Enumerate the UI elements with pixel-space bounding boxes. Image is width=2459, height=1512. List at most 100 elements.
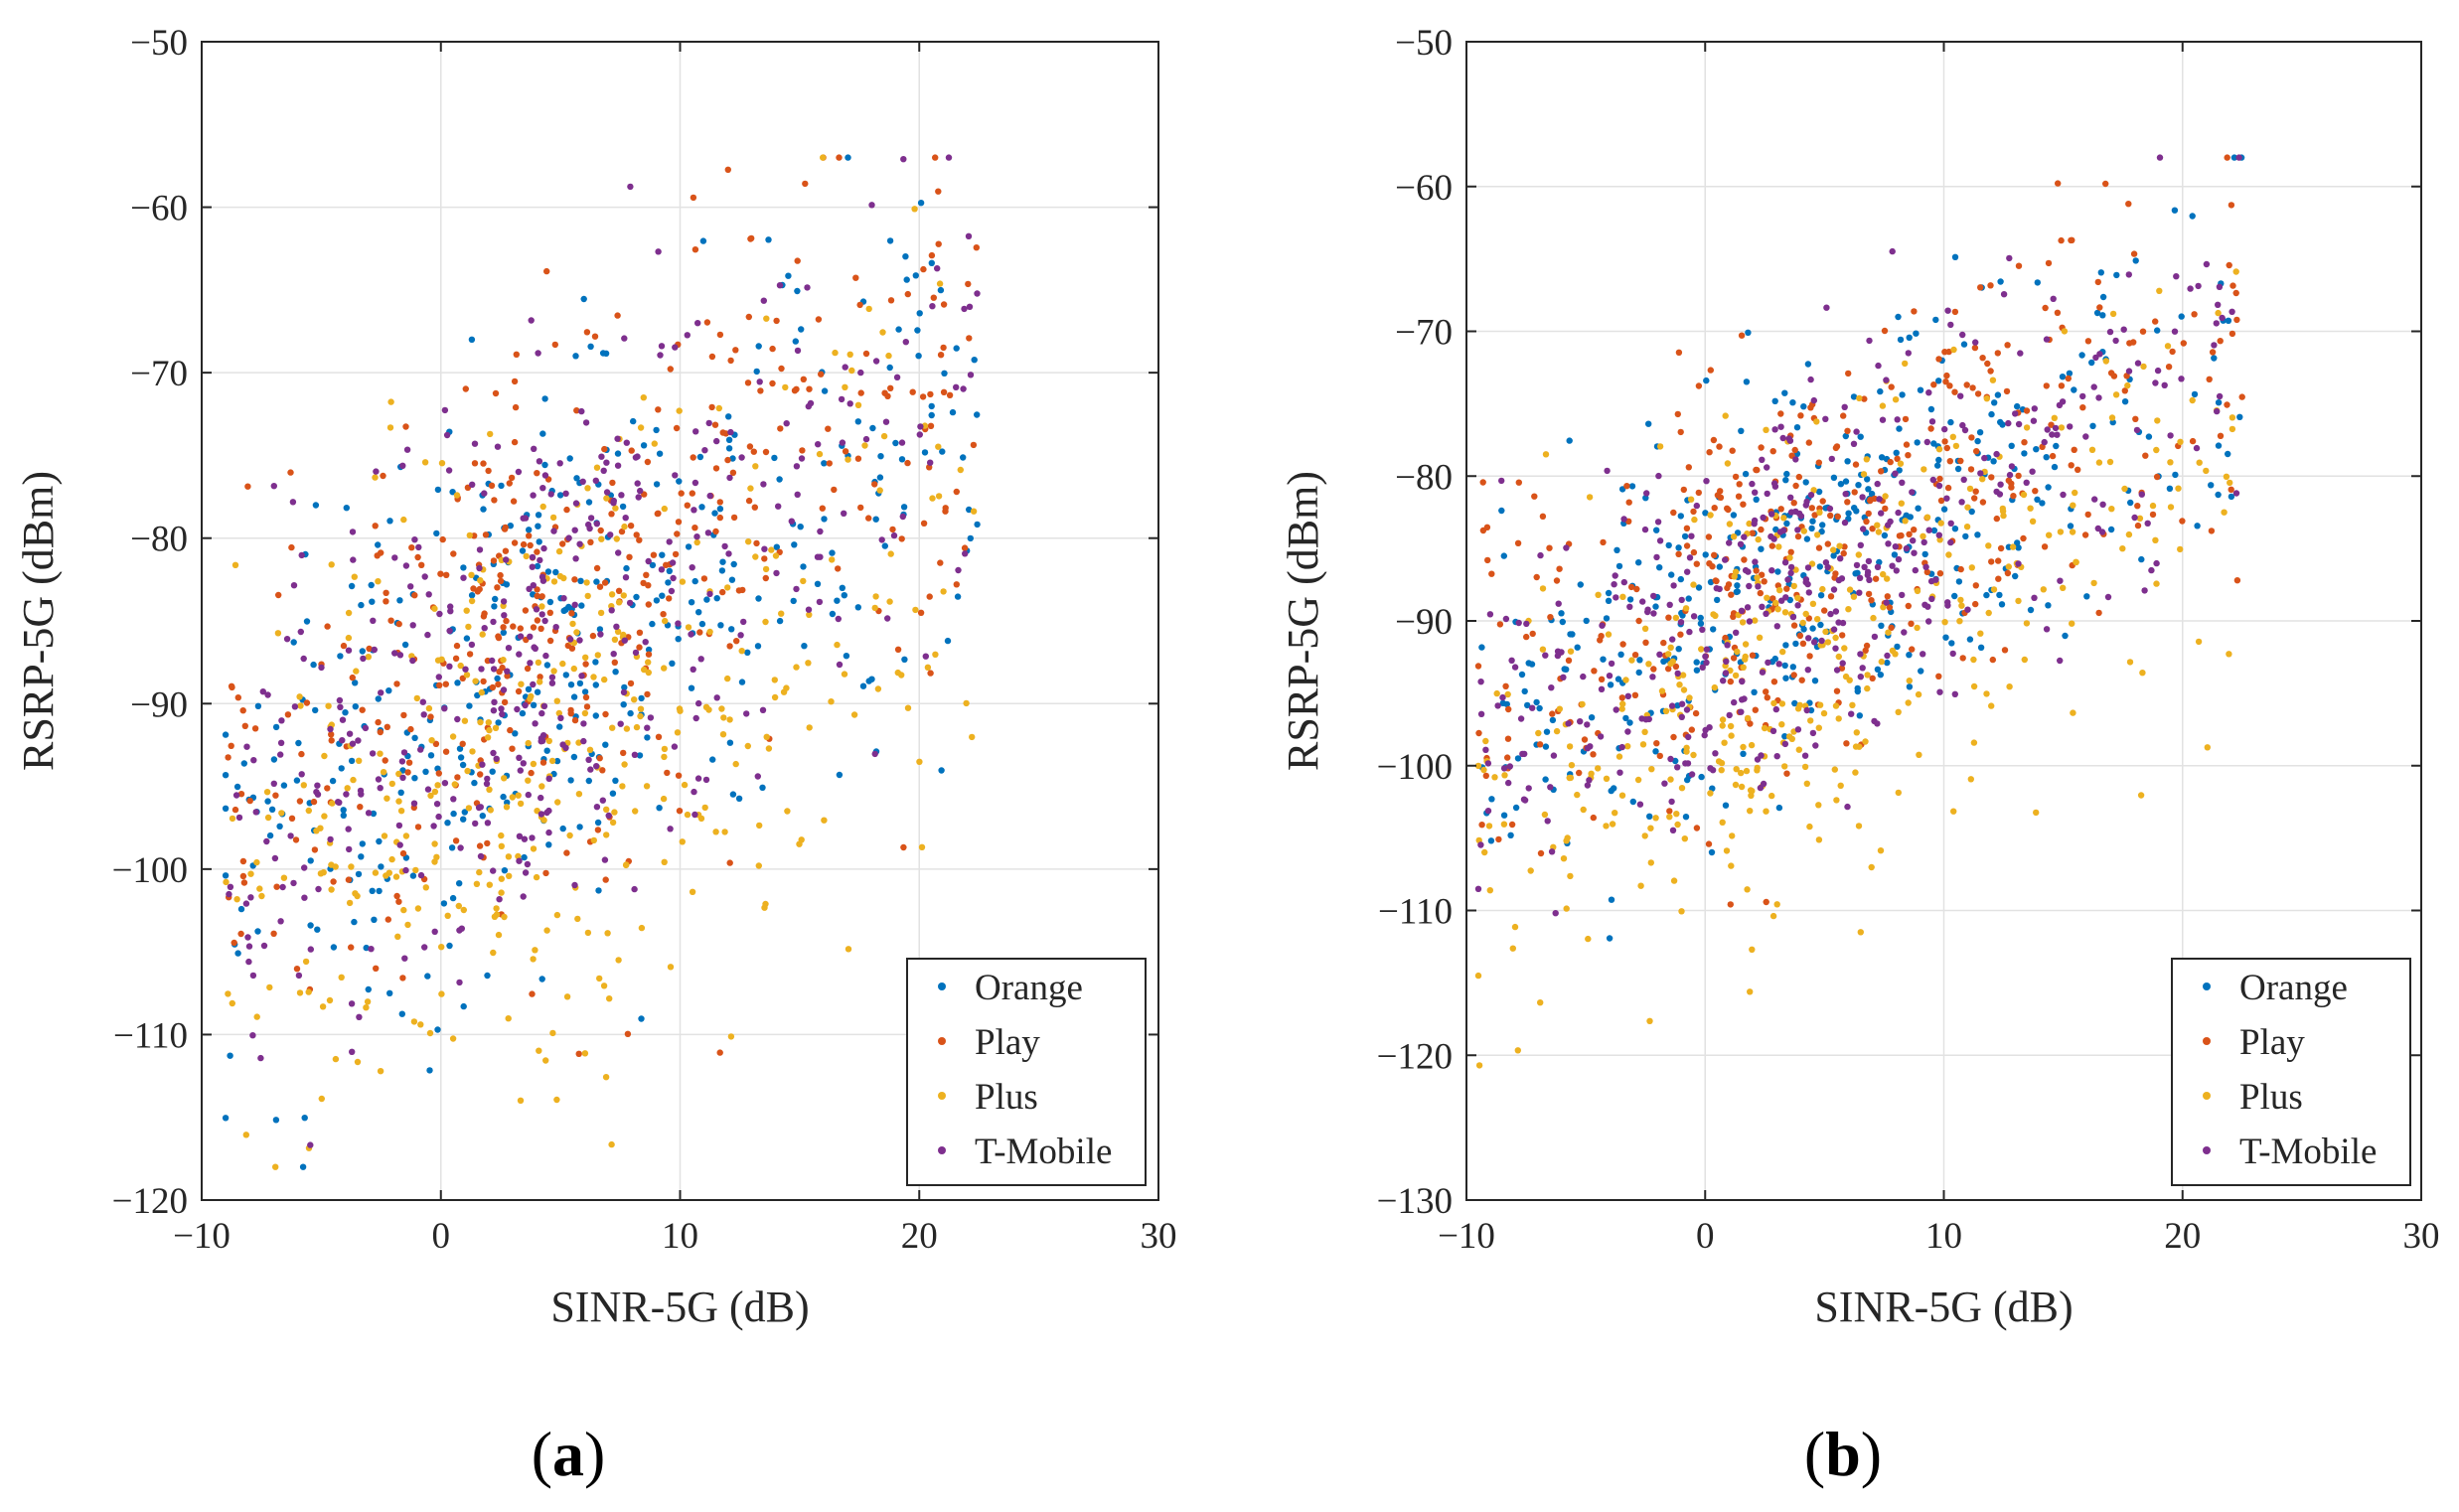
scatter-point bbox=[668, 587, 676, 595]
scatter-point bbox=[499, 710, 506, 718]
scatter-point bbox=[400, 516, 407, 524]
scatter-point bbox=[2057, 577, 2064, 584]
scatter-point bbox=[660, 795, 668, 803]
scatter-point bbox=[1695, 489, 1703, 497]
scatter-point bbox=[1645, 715, 1653, 723]
scatter-point bbox=[2032, 488, 2039, 495]
scatter-point bbox=[540, 817, 547, 824]
scatter-point bbox=[1963, 381, 1970, 388]
scatter-point bbox=[2012, 410, 2019, 417]
scatter-point bbox=[1620, 578, 1628, 586]
scatter-point bbox=[585, 756, 592, 763]
scatter-point bbox=[751, 504, 758, 511]
scatter-point bbox=[1622, 677, 1629, 683]
scatter-point bbox=[365, 985, 372, 993]
scatter-point bbox=[1988, 410, 1995, 418]
scatter-point bbox=[1604, 467, 1611, 475]
scatter-point bbox=[574, 915, 581, 923]
scatter-point bbox=[1815, 459, 1823, 466]
scatter-point bbox=[1889, 247, 1896, 255]
scatter-point bbox=[570, 693, 578, 700]
scatter-point bbox=[459, 675, 466, 681]
scatter-point bbox=[383, 589, 389, 596]
scatter-point bbox=[1771, 397, 1778, 404]
scatter-point bbox=[928, 402, 935, 410]
scatter-point bbox=[450, 810, 457, 818]
scatter-point bbox=[407, 725, 414, 733]
scatter-point bbox=[493, 911, 501, 918]
scatter-point bbox=[859, 682, 867, 689]
scatter-point bbox=[1891, 551, 1899, 558]
scatter-point bbox=[2230, 154, 2238, 161]
scatter-point bbox=[463, 635, 471, 642]
scatter-point bbox=[915, 353, 922, 360]
scatter-point bbox=[1669, 636, 1676, 643]
scatter-point bbox=[1997, 544, 2005, 552]
scatter-point bbox=[454, 715, 461, 723]
scatter-point bbox=[515, 687, 523, 695]
scatter-point bbox=[580, 720, 587, 727]
scatter-point bbox=[1824, 563, 1831, 571]
scatter-point bbox=[1839, 660, 1846, 667]
scatter-point bbox=[613, 535, 620, 542]
scatter-point bbox=[1801, 752, 1809, 759]
scatter-point bbox=[553, 757, 561, 765]
scatter-point bbox=[2219, 314, 2226, 322]
scatter-point bbox=[1558, 610, 1565, 617]
scatter-point bbox=[1726, 539, 1733, 546]
scatter-point bbox=[757, 387, 764, 394]
scatter-point bbox=[886, 364, 893, 372]
scatter-point bbox=[1591, 668, 1598, 675]
scatter-point bbox=[443, 571, 450, 578]
scatter-point bbox=[759, 706, 767, 713]
scatter-point bbox=[370, 810, 378, 818]
scatter-point bbox=[755, 595, 762, 602]
scatter-point bbox=[2125, 271, 2132, 278]
scatter-point bbox=[927, 390, 934, 398]
scatter-point bbox=[1822, 628, 1829, 636]
scatter-point bbox=[2194, 523, 2201, 529]
scatter-point bbox=[507, 726, 514, 734]
scatter-point bbox=[1746, 520, 1753, 528]
scatter-point bbox=[1995, 575, 2002, 582]
scatter-point bbox=[391, 650, 398, 657]
scatter-point bbox=[615, 957, 622, 964]
scatter-point bbox=[1711, 683, 1719, 691]
scatter-point bbox=[1774, 606, 1781, 613]
scatter-point bbox=[372, 474, 379, 481]
scatter-point bbox=[2126, 340, 2133, 347]
scatter-point bbox=[529, 563, 536, 570]
scatter-point bbox=[521, 835, 529, 842]
scatter-point bbox=[1775, 804, 1783, 812]
scatter-point bbox=[413, 694, 420, 702]
scatter-point bbox=[586, 746, 594, 753]
scatter-point bbox=[556, 723, 563, 730]
legend-box bbox=[906, 958, 1147, 1186]
scatter-point bbox=[1985, 609, 1992, 617]
scatter-point bbox=[1678, 700, 1686, 707]
scatter-point bbox=[305, 988, 312, 995]
scatter-point bbox=[1948, 640, 1955, 647]
scatter-point bbox=[974, 290, 981, 297]
scatter-point bbox=[2095, 459, 2103, 466]
scatter-point bbox=[1554, 652, 1562, 660]
scatter-point bbox=[656, 450, 664, 457]
scatter-point bbox=[1895, 313, 1902, 321]
scatter-point bbox=[601, 676, 608, 683]
scatter-point bbox=[426, 1067, 433, 1074]
scatter-point bbox=[690, 666, 696, 673]
scatter-point bbox=[436, 681, 443, 688]
scatter-point bbox=[483, 780, 491, 788]
scatter-point bbox=[1711, 505, 1718, 512]
scatter-point bbox=[733, 638, 740, 645]
scatter-point bbox=[676, 407, 683, 414]
scatter-point bbox=[1935, 673, 1942, 680]
scatter-point bbox=[940, 588, 947, 595]
scatter-point bbox=[2227, 479, 2233, 487]
scatter-point bbox=[372, 869, 380, 876]
x-tick-label: 20 bbox=[2164, 1216, 2201, 1257]
scatter-point bbox=[535, 350, 541, 357]
x-tick-label: 10 bbox=[1925, 1216, 1962, 1257]
x-tick-label: 30 bbox=[1141, 1216, 1177, 1257]
scatter-point bbox=[842, 364, 848, 371]
